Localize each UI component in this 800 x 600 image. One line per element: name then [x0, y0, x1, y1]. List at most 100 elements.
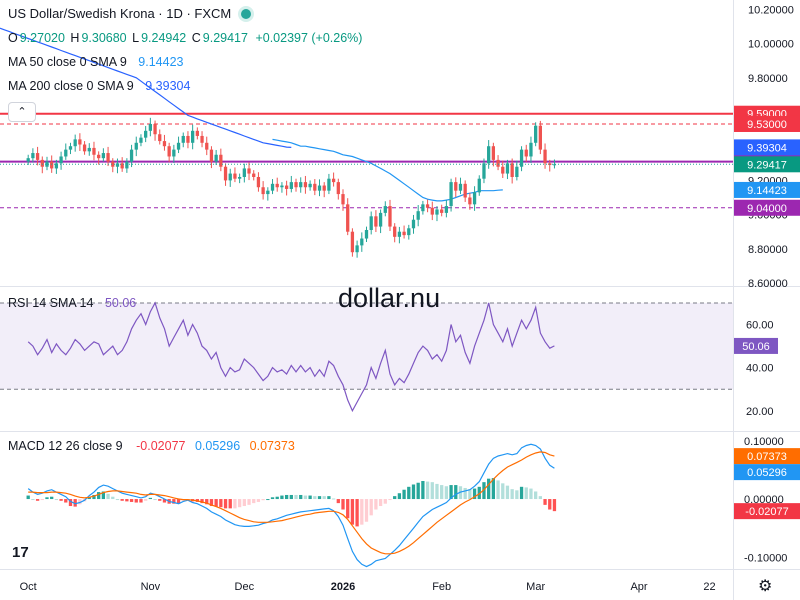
candle-body-48 — [252, 173, 256, 177]
candle-body-30 — [167, 146, 171, 157]
candle-body-75 — [378, 212, 383, 227]
candle-body-44 — [233, 173, 237, 179]
time-axis[interactable]: Oct Nov Dec 2026 Feb Mar Apr 22 — [20, 581, 716, 593]
macd-hist-bar-68 — [346, 499, 350, 519]
candle-body-61 — [313, 183, 317, 191]
macd-badge-label-2: -0.02077 — [745, 506, 788, 518]
price-axis[interactable]: 10.2000010.000009.800009.600009.400009.2… — [734, 4, 800, 564]
candle-body-47 — [247, 168, 251, 174]
candle-body-112 — [552, 164, 557, 166]
macd-hist-bar-13 — [87, 497, 91, 500]
macd-hist-bar-90 — [449, 485, 453, 500]
macd-legend[interactable]: MACD 12 26 close 9 -0.02077 0.05296 0.07… — [8, 439, 297, 453]
price-badge-1 — [734, 156, 800, 173]
candle-body-28 — [158, 134, 162, 142]
level-label-1: 9.53000 — [747, 119, 787, 131]
candle-body-104 — [515, 166, 519, 177]
macd-hist-bar-108 — [534, 491, 538, 500]
candle-body-84 — [421, 204, 425, 212]
candle-body-31 — [172, 149, 176, 157]
macd-hist-bar-48 — [252, 499, 256, 504]
ma200-legend[interactable]: MA 200 close 0 SMA 9 9.39304 — [8, 79, 192, 93]
macd-hist-bar-61 — [313, 496, 317, 500]
macd-hist-bar-5 — [50, 496, 54, 500]
candle-body-21 — [125, 161, 129, 169]
macd-hist-bar-87 — [435, 483, 439, 500]
candle-body-57 — [294, 182, 298, 188]
rsi-tick-2: 20.00 — [746, 406, 774, 418]
macd-hist-bar-71 — [360, 499, 364, 525]
macd-hist-bar-67 — [341, 499, 345, 510]
candle-body-37 — [200, 135, 204, 143]
candle-body-7 — [59, 156, 63, 164]
macd-hist-bar-27 — [153, 499, 157, 501]
macd-hist-bar-52 — [270, 497, 275, 500]
symbol-title[interactable]: US Dollar/Swedish Krona · 1D · FXCM — [8, 6, 232, 21]
macd-hist-bar-84 — [421, 480, 425, 500]
low-label: L — [132, 31, 140, 45]
high-label: H — [70, 31, 80, 45]
macd-hist-bar-96 — [477, 486, 481, 500]
candle-body-88 — [440, 209, 444, 213]
candle-body-98 — [487, 146, 491, 164]
macd-hist-bar-6 — [54, 499, 59, 501]
chevron-glyph: ⌃ — [17, 106, 27, 118]
candle-body-66 — [336, 182, 340, 195]
candle-body-45 — [237, 176, 242, 179]
macd-hist-bar-44 — [233, 499, 237, 509]
macd-hist-bar-58 — [299, 494, 303, 500]
macd-hist-bar-18 — [111, 496, 115, 500]
macd-hist-bar-3 — [40, 499, 44, 501]
gear-icon[interactable]: ⚙ — [758, 578, 773, 595]
macd-hist-bar-1 — [31, 499, 35, 501]
candle-body-15 — [97, 154, 101, 159]
candle-body-107 — [529, 142, 533, 157]
macd-hist-bar-66 — [336, 499, 340, 504]
macd-hist-bar-100 — [496, 480, 500, 500]
macd-hist-bar-51 — [266, 499, 270, 501]
candle-body-19 — [115, 163, 120, 167]
candle-body-72 — [364, 229, 369, 239]
ma50-legend[interactable]: MA 50 close 0 SMA 9 9.14423 — [8, 55, 185, 69]
macd-hist-bar-40 — [214, 499, 218, 507]
macd-tick-2: -0.10000 — [744, 552, 787, 564]
time-tick-7: 22 — [703, 581, 715, 593]
candle-body-73 — [369, 216, 373, 230]
candle-body-83 — [416, 211, 420, 220]
macd-hist-bar-76 — [383, 499, 387, 504]
ma200-label: MA 200 close 0 SMA 9 — [8, 79, 134, 93]
chevron-up-icon[interactable]: ⌃ — [8, 102, 36, 122]
macd-tick-1: 0.00000 — [744, 494, 784, 506]
tradingview-logo[interactable]: 17 — [12, 544, 29, 561]
high-value: 9.30680 — [81, 31, 127, 45]
rsi-legend[interactable]: RSI 14 SMA 14 50.06 — [8, 296, 138, 310]
macd-line-value: 0.05296 — [194, 439, 241, 453]
ma200-value: 9.39304 — [145, 79, 191, 93]
rsi-pane — [0, 301, 733, 413]
change-value: +0.02397 (+0.26%) — [255, 31, 363, 45]
ma50-value: 9.14423 — [138, 55, 184, 69]
macd-hist-bar-8 — [64, 499, 68, 503]
symbol-legend[interactable]: US Dollar/Swedish Krona · 1D · FXCM — [8, 6, 253, 21]
ma200-line — [0, 27, 292, 148]
candle-body-71 — [360, 238, 364, 246]
candle-body-87 — [435, 209, 439, 215]
macd-hist-bar-64 — [327, 496, 331, 500]
macd-hist-bar-101 — [501, 483, 505, 500]
candle-body-102 — [505, 163, 510, 174]
rsi-line — [27, 301, 555, 413]
macd-hist-bar-7 — [59, 499, 63, 501]
macd-hist-bar-41 — [219, 499, 223, 508]
low-value: 9.24942 — [141, 31, 187, 45]
candle-body-23 — [134, 142, 138, 150]
macd-hist-bar-2 — [35, 499, 40, 501]
candle-body-17 — [106, 153, 110, 162]
macd-hist-bar-55 — [284, 494, 289, 500]
price-tick-0: 10.20000 — [748, 4, 794, 16]
candle-body-49 — [256, 176, 261, 188]
level-badge-1 — [734, 115, 800, 132]
macd-hist-bar-9 — [68, 499, 73, 507]
candle-body-12 — [82, 144, 87, 152]
